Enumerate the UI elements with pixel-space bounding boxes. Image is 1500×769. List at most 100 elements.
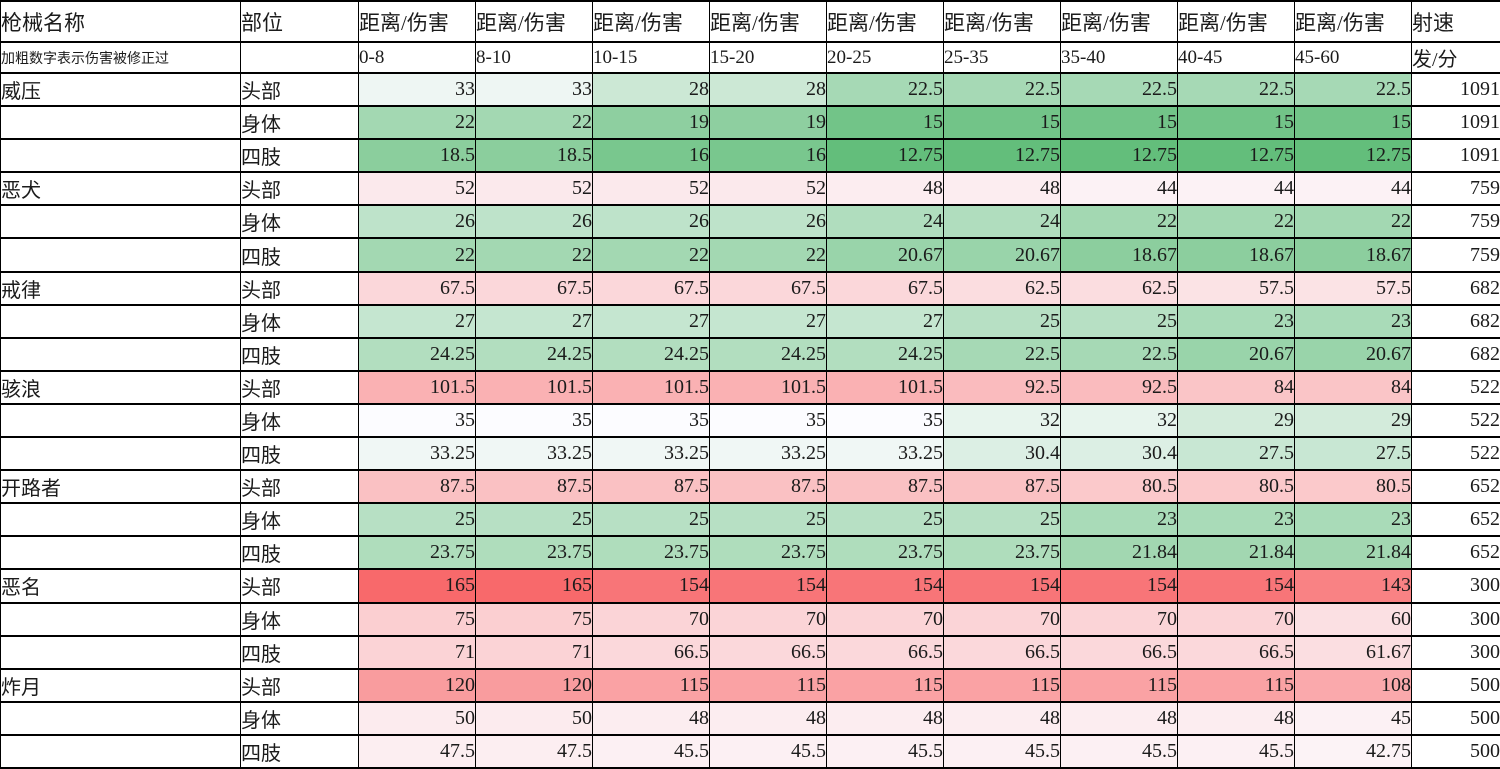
damage-value-cell: 52 — [592, 171, 710, 207]
weapon-name-cell: 炸月 — [0, 667, 241, 703]
fire-rate-cell: 300 — [1411, 568, 1500, 604]
damage-value-cell: 21.84 — [1294, 535, 1412, 571]
body-part-cell: 头部 — [240, 568, 359, 604]
body-part-cell: 身体 — [240, 502, 359, 538]
damage-value-cell: 115 — [709, 667, 827, 703]
table-body: 威压 头部 33 33 28 28 22.5 22.5 22.5 22.5 22.5 1091 身体 22… — [0, 71, 1500, 769]
damage-value-cell: 87.5 — [592, 469, 710, 505]
table-row: 骇浪 头部 101.5 101.5 101.5 101.5 101.5 92.5 92.5 84 8… — [0, 369, 1500, 405]
damage-value-cell: 75 — [358, 601, 476, 637]
damage-value-cell: 48 — [826, 700, 944, 736]
damage-value-cell: 48 — [943, 171, 1061, 207]
damage-value-cell: 33.25 — [358, 436, 476, 472]
damage-value-cell: 28 — [709, 71, 827, 108]
table-row: 四肢 47.5 47.5 45.5 45.5 45.5 45.5 45.5 45.5 42.75 5… — [0, 733, 1500, 769]
damage-value-cell: 120 — [475, 667, 593, 703]
damage-value-cell: 26 — [709, 204, 827, 240]
damage-value-cell: 35 — [358, 402, 476, 439]
damage-value-cell: 22.5 — [1177, 71, 1295, 108]
weapon-name-cell — [0, 634, 241, 670]
range-label-40-45: 40-45 — [1177, 41, 1295, 74]
damage-value-cell: 24 — [826, 204, 944, 240]
damage-value-cell: 15 — [826, 105, 944, 141]
damage-value-cell: 18.5 — [358, 138, 476, 174]
damage-value-cell: 70 — [943, 601, 1061, 637]
col-header-damage-2: 距离/伤害 — [475, 0, 593, 43]
damage-value-cell: 45.5 — [709, 733, 827, 769]
damage-value-cell: 26 — [358, 204, 476, 240]
damage-value-cell: 19 — [592, 105, 710, 141]
damage-value-cell: 33.25 — [475, 436, 593, 472]
col-header-damage-9: 距离/伤害 — [1294, 0, 1412, 43]
damage-value-cell: 66.5 — [1060, 634, 1178, 670]
damage-value-cell: 87.5 — [826, 469, 944, 505]
body-part-cell: 身体 — [240, 105, 359, 141]
damage-value-cell: 35 — [709, 402, 827, 439]
fire-rate-cell: 500 — [1411, 700, 1500, 736]
damage-value-cell: 154 — [826, 568, 944, 604]
weapon-name-cell — [0, 105, 241, 141]
weapon-name-cell — [0, 402, 241, 439]
damage-value-cell: 12.75 — [826, 138, 944, 174]
damage-value-cell: 18.67 — [1060, 237, 1178, 273]
damage-value-cell: 143 — [1294, 568, 1412, 604]
damage-value-cell: 44 — [1294, 171, 1412, 207]
damage-value-cell: 60 — [1294, 601, 1412, 637]
damage-value-cell: 35 — [826, 402, 944, 439]
damage-value-cell: 66.5 — [592, 634, 710, 670]
damage-value-cell: 16 — [592, 138, 710, 174]
damage-value-cell: 25 — [943, 303, 1061, 339]
damage-value-cell: 115 — [592, 667, 710, 703]
body-part-cell: 身体 — [240, 700, 359, 736]
col-header-damage-1: 距离/伤害 — [358, 0, 476, 43]
damage-value-cell: 67.5 — [475, 270, 593, 306]
body-part-cell: 头部 — [240, 369, 359, 405]
weapon-name-cell: 威压 — [0, 71, 241, 108]
damage-value-cell: 45.5 — [592, 733, 710, 769]
body-part-cell: 身体 — [240, 303, 359, 339]
body-part-cell: 身体 — [240, 204, 359, 240]
damage-value-cell: 24 — [943, 204, 1061, 240]
damage-value-cell: 84 — [1177, 369, 1295, 405]
damage-value-cell: 71 — [475, 634, 593, 670]
damage-value-cell: 154 — [1177, 568, 1295, 604]
damage-value-cell: 24.25 — [826, 336, 944, 372]
table-row: 身体 27 27 27 27 27 25 25 23 23 682 — [0, 303, 1500, 339]
damage-value-cell: 24.25 — [475, 336, 593, 372]
damage-value-cell: 52 — [709, 171, 827, 207]
table-row: 炸月 头部 120 120 115 115 115 115 115 115 108 500 — [0, 667, 1500, 703]
damage-value-cell: 21.84 — [1177, 535, 1295, 571]
damage-value-cell: 27 — [709, 303, 827, 339]
damage-value-cell: 115 — [1177, 667, 1295, 703]
range-label-8-10: 8-10 — [475, 41, 593, 74]
table-row: 开路者 头部 87.5 87.5 87.5 87.5 87.5 87.5 80.5 80.5 80.… — [0, 469, 1500, 505]
damage-value-cell: 80.5 — [1060, 469, 1178, 505]
damage-value-cell: 22.5 — [1060, 336, 1178, 372]
damage-value-cell: 101.5 — [358, 369, 476, 405]
range-label-35-40: 35-40 — [1060, 41, 1178, 74]
damage-value-cell: 22.5 — [1294, 71, 1412, 108]
weapon-name-cell: 恶犬 — [0, 171, 241, 207]
range-label-15-20: 15-20 — [709, 41, 827, 74]
damage-value-cell: 27 — [358, 303, 476, 339]
body-part-cell: 四肢 — [240, 634, 359, 670]
damage-value-cell: 25 — [592, 502, 710, 538]
damage-value-cell: 23.75 — [943, 535, 1061, 571]
col-header-damage-4: 距离/伤害 — [709, 0, 827, 43]
damage-value-cell: 22 — [1177, 204, 1295, 240]
damage-value-cell: 26 — [592, 204, 710, 240]
damage-value-cell: 67.5 — [592, 270, 710, 306]
range-label-25-35: 25-35 — [943, 41, 1061, 74]
damage-value-cell: 22 — [475, 105, 593, 141]
damage-value-cell: 48 — [1060, 700, 1178, 736]
damage-value-cell: 87.5 — [358, 469, 476, 505]
table-row: 四肢 71 71 66.5 66.5 66.5 66.5 66.5 66.5 61.67 300 — [0, 634, 1500, 670]
damage-value-cell: 22.5 — [943, 336, 1061, 372]
rate-unit-label: 发/分 — [1411, 41, 1500, 74]
damage-value-cell: 84 — [1294, 369, 1412, 405]
damage-value-cell: 23 — [1294, 303, 1412, 339]
damage-value-cell: 70 — [826, 601, 944, 637]
damage-value-cell: 27 — [826, 303, 944, 339]
damage-value-cell: 25 — [826, 502, 944, 538]
